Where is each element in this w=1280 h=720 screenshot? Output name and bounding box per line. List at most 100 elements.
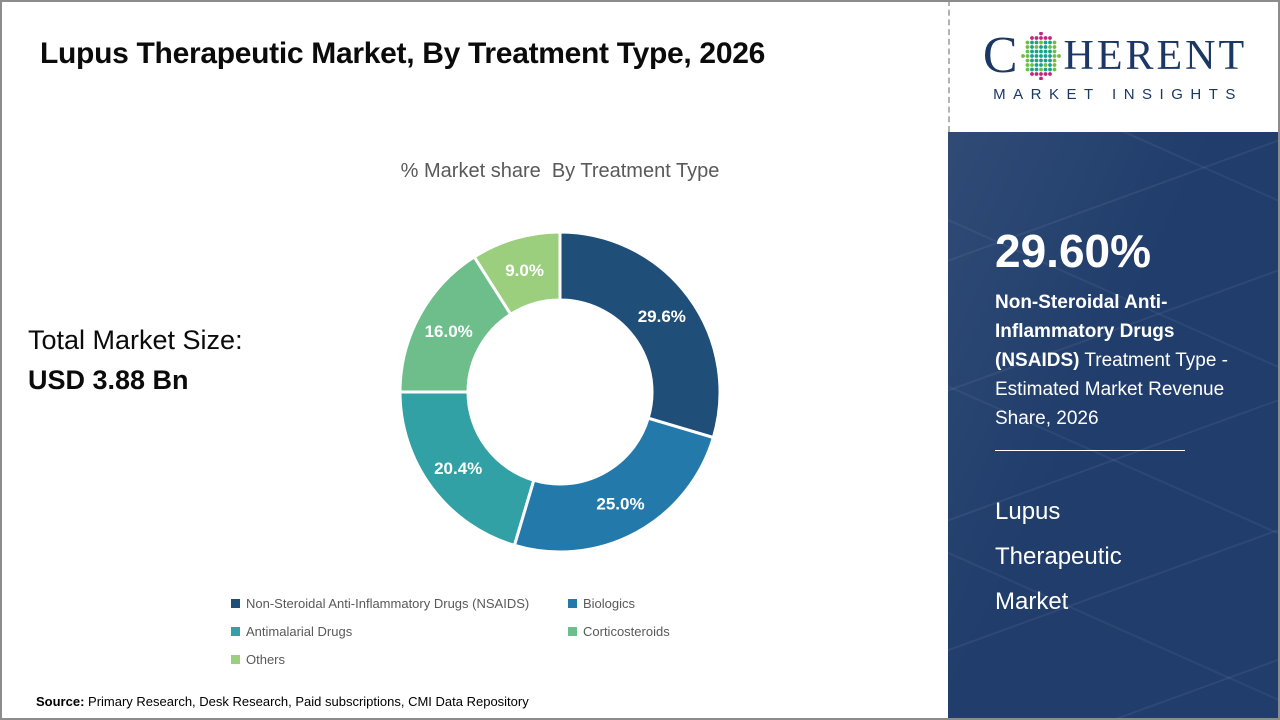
donut-slice-label: 16.0%: [425, 322, 473, 341]
globe-dot: [1047, 35, 1052, 40]
globe-dot: [1047, 40, 1052, 44]
donut-slice-label: 9.0%: [505, 261, 544, 280]
globe-dot: [1043, 71, 1047, 76]
globe-dot: [1043, 49, 1047, 53]
globe-dot: [1043, 53, 1047, 58]
globe-dot: [1038, 44, 1043, 49]
globe-dot: [1029, 49, 1034, 53]
globe-dot: [1047, 67, 1052, 71]
globe-dot: [1034, 35, 1038, 40]
globe-dot: [1029, 40, 1034, 44]
source-line: Source: Primary Research, Desk Research,…: [36, 694, 529, 709]
logo-letters-rest: HERENT: [1063, 32, 1248, 79]
globe-dot: [1034, 49, 1038, 53]
legend-item: Biologics: [568, 596, 731, 611]
legend-marker: [231, 599, 240, 608]
legend-marker: [231, 655, 240, 664]
donut-slice: [398, 390, 536, 547]
globe-dots-icon: [1020, 31, 1061, 80]
globe-dot: [1047, 44, 1052, 49]
globe-dot: [1034, 53, 1038, 58]
logo-wordmark: C HERENT: [982, 26, 1248, 84]
globe-dot: [1043, 67, 1047, 71]
legend-item: Corticosteroids: [568, 624, 731, 639]
globe-dot: [1034, 62, 1038, 67]
globe-dot: [1034, 71, 1038, 76]
globe-dot: [1034, 40, 1038, 44]
total-market-label: Total Market Size:: [28, 325, 243, 355]
globe-dot: [1052, 62, 1056, 67]
highlight-panel: 29.60% Non-Steroidal Anti-Inflammatory D…: [948, 132, 1280, 718]
stat-description-bold: Non-Steroidal Anti-Inflammatory Drugs (N…: [995, 292, 1175, 372]
globe-dot: [1047, 71, 1052, 76]
donut-chart-svg: 29.6% 25.0% 20.4% 16.0% 9.0%: [398, 230, 722, 554]
legend-label: Non-Steroidal Anti-Inflammatory Drugs (N…: [246, 596, 530, 611]
globe-dot: [1025, 49, 1029, 53]
globe-dot: [1029, 53, 1034, 58]
legend-label: Corticosteroids: [583, 624, 670, 639]
globe-dot: [1052, 44, 1056, 49]
chart-legend: Non-Steroidal Anti-Inflammatory Drugs (N…: [231, 596, 731, 667]
globe-dot: [1047, 53, 1052, 58]
globe-dot: [1025, 40, 1029, 44]
globe-dot: [1043, 62, 1047, 67]
legend-label: Others: [246, 652, 286, 667]
globe-dot: [1029, 62, 1034, 67]
globe-dot: [1038, 35, 1043, 40]
globe-dot: [1038, 71, 1043, 76]
total-market-value: USD 3.88 Bn: [28, 365, 189, 395]
globe-dot: [1034, 58, 1038, 62]
globe-dot: [1025, 67, 1029, 71]
legend-marker: [568, 627, 577, 636]
globe-dot: [1029, 35, 1034, 40]
globe-dot: [1052, 67, 1056, 71]
logo-letter-c: C: [982, 26, 1018, 84]
globe-dot: [1047, 58, 1052, 62]
donut-slice: [472, 230, 562, 316]
globe-dot: [1056, 53, 1061, 58]
logo-tagline: MARKET INSIGHTS: [993, 85, 1243, 103]
legend-item: Antimalarial Drugs: [231, 624, 568, 639]
globe-dot: [1038, 76, 1043, 80]
globe-dot: [1038, 58, 1043, 62]
chart-title: % Market share By Treatment Type: [400, 160, 720, 182]
donut-slice-label: 20.4%: [434, 459, 482, 478]
globe-dot: [1043, 58, 1047, 62]
globe-dot: [1038, 53, 1043, 58]
globe-dot: [1038, 31, 1043, 35]
legend-label: Antimalarial Drugs: [246, 624, 353, 639]
globe-dot: [1038, 40, 1043, 44]
donut-chart: 29.6% 25.0% 20.4% 16.0% 9.0%: [396, 226, 724, 560]
source-label: Source:: [36, 694, 85, 709]
legend-marker: [568, 599, 577, 608]
globe-dot: [1043, 35, 1047, 40]
globe-dot: [1047, 49, 1052, 53]
globe-dot: [1034, 44, 1038, 49]
source-text: Primary Research, Desk Research, Paid su…: [84, 694, 529, 709]
globe-dot: [1029, 71, 1034, 76]
donut-slice-label: 25.0%: [596, 495, 644, 514]
total-market-size: Total Market Size: USD 3.88 Bn: [28, 325, 243, 396]
donut-slice: [512, 416, 715, 554]
donut-slice: [558, 230, 722, 440]
globe-dot: [1029, 67, 1034, 71]
legend-item: Non-Steroidal Anti-Inflammatory Drugs (N…: [231, 596, 568, 611]
globe-dot: [1025, 62, 1029, 67]
globe-dot: [1038, 67, 1043, 71]
globe-dot: [1052, 49, 1056, 53]
globe-dot: [1043, 44, 1047, 49]
brand-logo: C HERENT MARKET INSIGHTS: [948, 0, 1280, 132]
globe-dot: [1038, 62, 1043, 67]
market-name: Lupus Therapeutic Market: [995, 497, 1122, 615]
globe-dot: [1029, 58, 1034, 62]
globe-dot: [1029, 44, 1034, 49]
globe-dot: [1025, 58, 1029, 62]
stat-value: 29.60%: [995, 225, 1152, 277]
divider-line: [995, 449, 1185, 451]
globe-dot: [1034, 67, 1038, 71]
globe-dot: [1052, 53, 1056, 58]
globe-dot: [1020, 53, 1025, 58]
globe-dot: [1052, 58, 1056, 62]
legend-label: Biologics: [583, 596, 636, 611]
globe-dot: [1025, 44, 1029, 49]
